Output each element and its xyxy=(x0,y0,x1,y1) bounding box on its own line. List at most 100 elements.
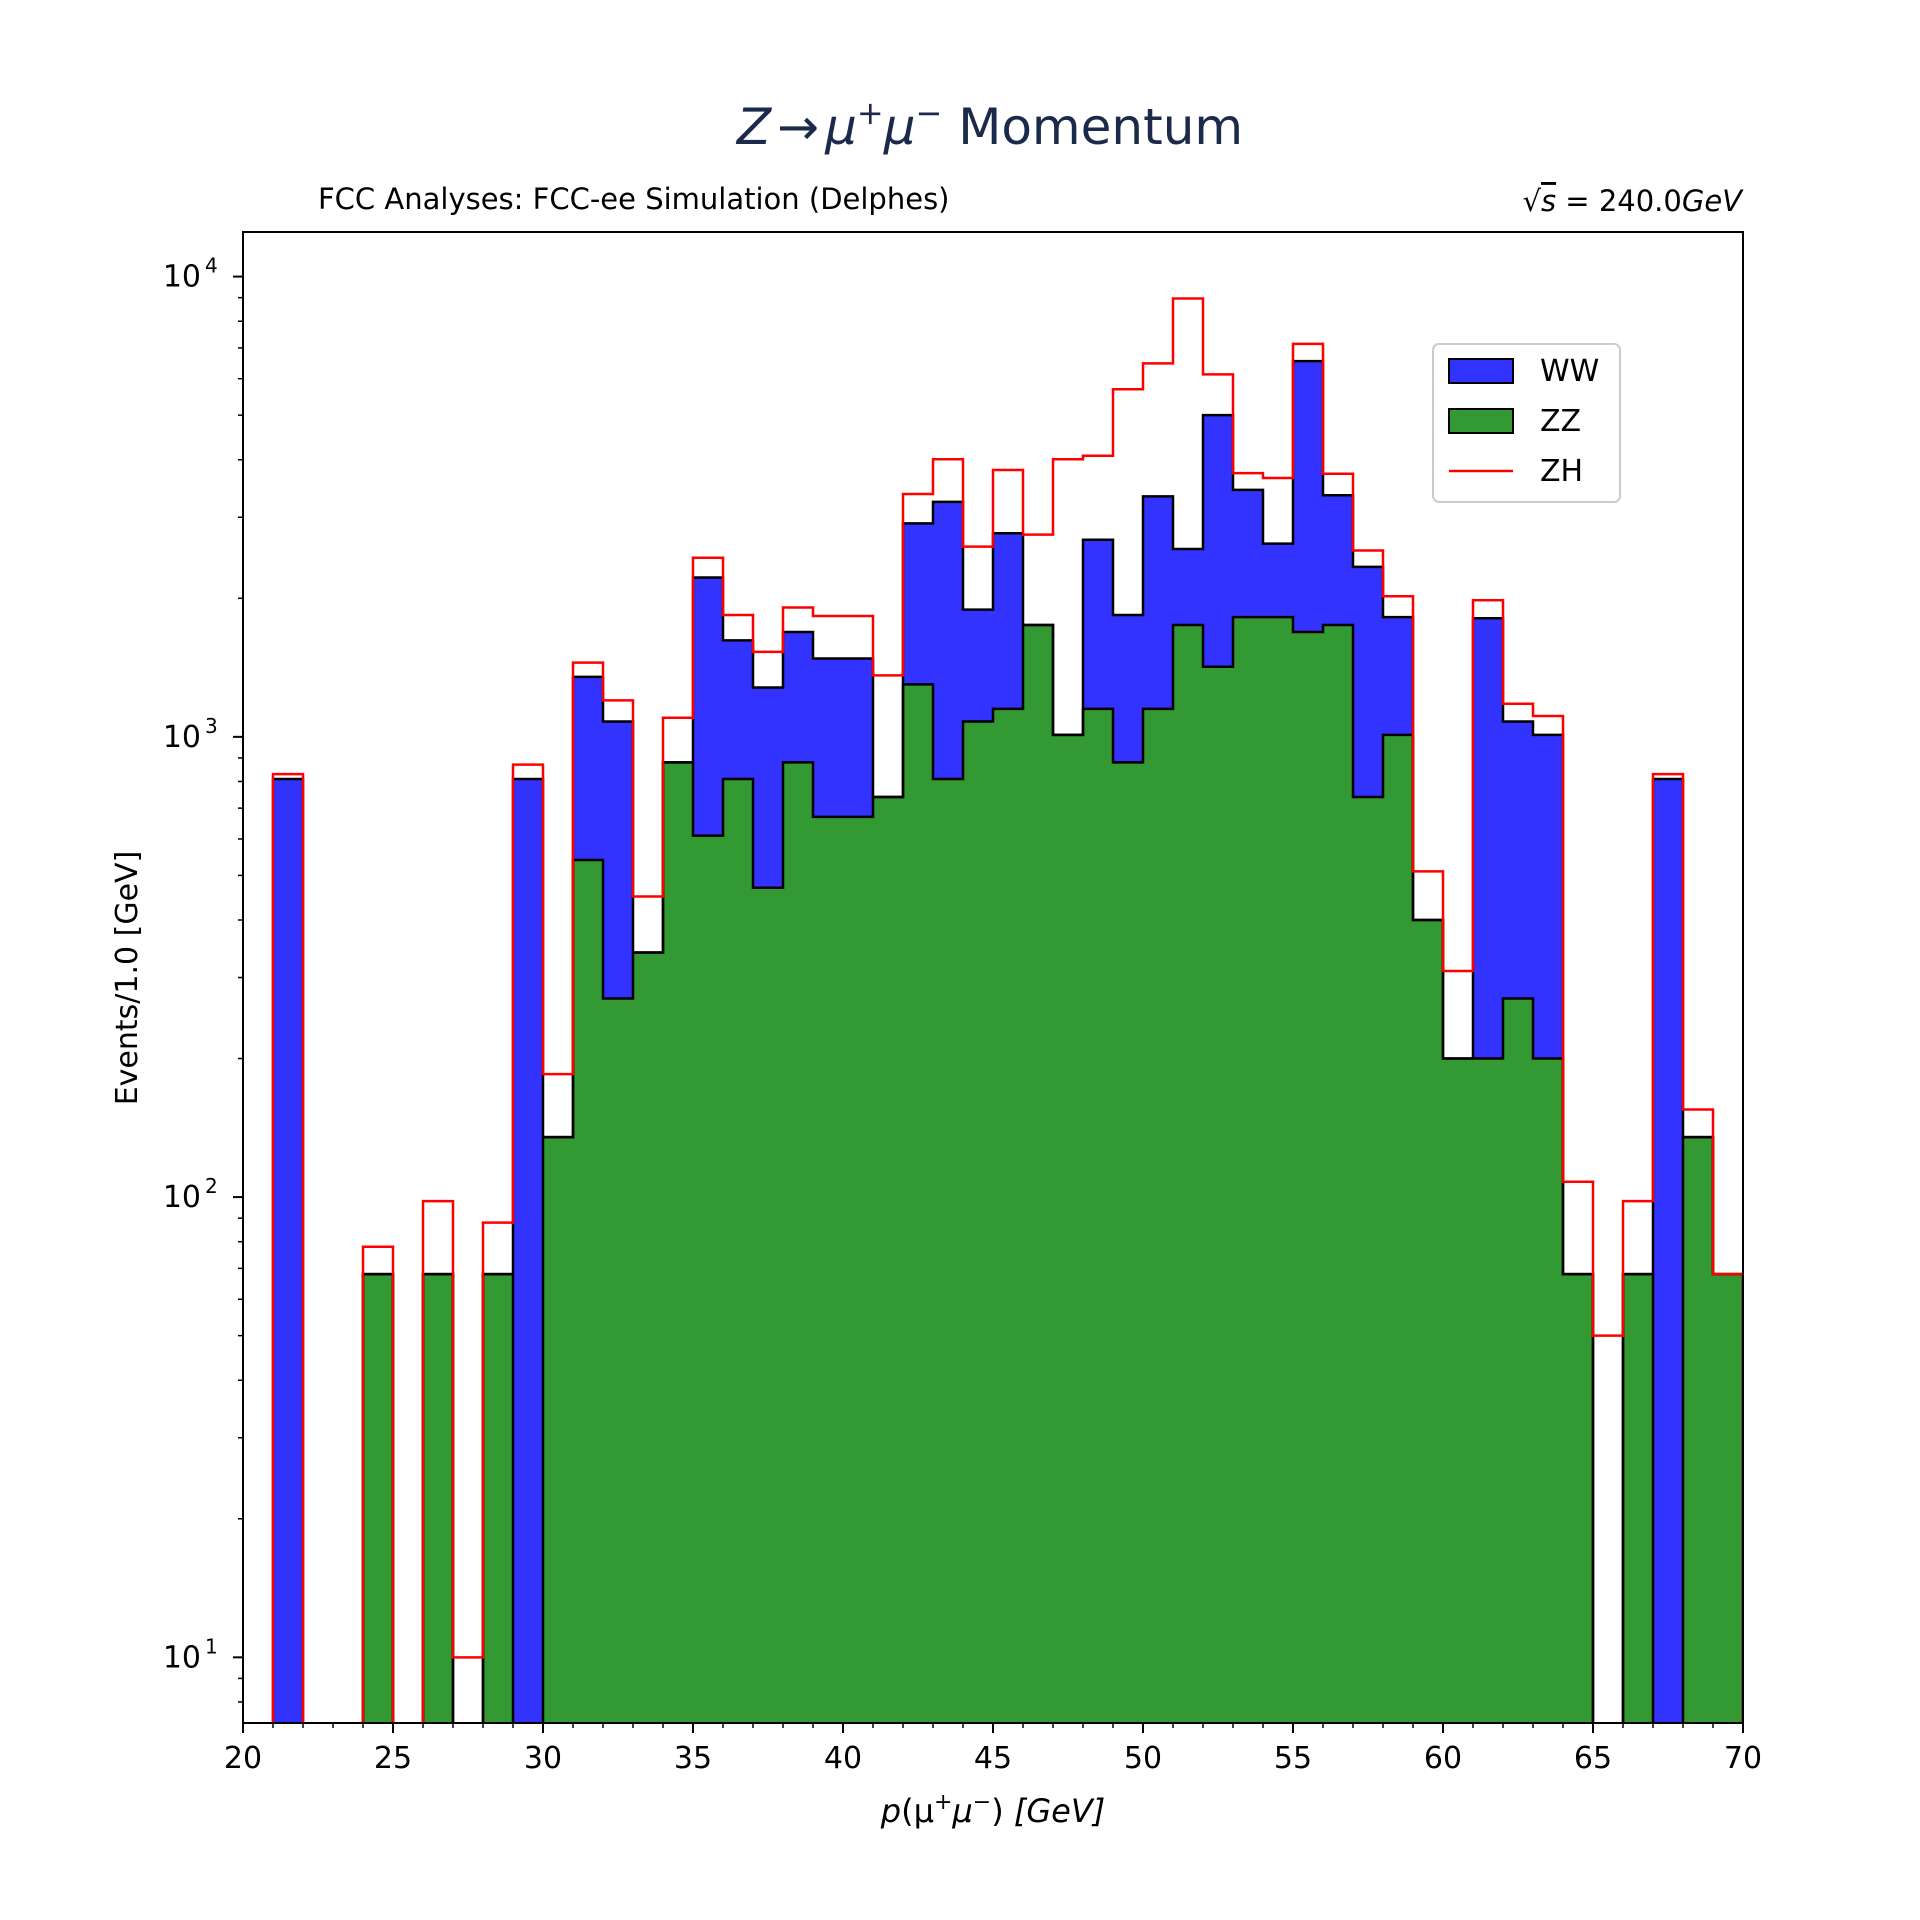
bar-ww-50 xyxy=(1143,496,1173,709)
bar-ww-67 xyxy=(1653,778,1683,1723)
bar-zz-54 xyxy=(1263,617,1293,1723)
bar-zz-69 xyxy=(1713,1274,1743,1723)
bar-zz-42 xyxy=(903,684,933,1723)
legend-label-ww: WW xyxy=(1540,354,1599,389)
bar-zz-53 xyxy=(1233,617,1263,1723)
bar-zz-35 xyxy=(693,835,723,1723)
bar-ww-63 xyxy=(1533,734,1563,1059)
bar-zz-36 xyxy=(723,778,753,1723)
outline-zh xyxy=(271,297,1743,1723)
y-axis-label: Events/1.0 [GeV] xyxy=(110,851,145,1106)
legend-label-zz: ZZ xyxy=(1540,404,1581,439)
bar-ww-51 xyxy=(1173,548,1203,625)
legend-swatch-zz xyxy=(1448,408,1514,434)
y-tick-label: 10 xyxy=(163,260,201,295)
x-tick-label: 50 xyxy=(1124,1741,1162,1776)
bar-zz-50 xyxy=(1143,708,1173,1723)
x-tick-label: 45 xyxy=(974,1741,1012,1776)
x-tick-label: 40 xyxy=(824,1741,862,1776)
x-tick-label: 35 xyxy=(674,1741,712,1776)
plot-frame xyxy=(242,231,1744,1724)
bar-zz-57 xyxy=(1353,797,1383,1723)
bar-ww-57 xyxy=(1353,566,1383,798)
bar-ww-48 xyxy=(1083,539,1113,709)
bar-zz-48 xyxy=(1083,708,1113,1723)
bar-zz-41 xyxy=(873,797,903,1723)
x-tick-label: 30 xyxy=(524,1741,562,1776)
chart-title: Z → μ+μ− Momentum xyxy=(735,94,1243,156)
bar-zz-59 xyxy=(1413,919,1443,1723)
x-tick-label: 25 xyxy=(374,1741,412,1776)
x-tick-label: 55 xyxy=(1274,1741,1312,1776)
y-tick-exponent: 4 xyxy=(205,254,218,278)
bar-ww-45 xyxy=(993,533,1023,709)
bar-ww-61 xyxy=(1473,618,1503,1059)
bar-ww-29 xyxy=(513,778,543,1723)
bar-zz-61 xyxy=(1473,1058,1503,1723)
x-tick-label: 70 xyxy=(1724,1741,1762,1776)
bar-ww-56 xyxy=(1323,495,1353,625)
bar-zz-60 xyxy=(1443,1058,1473,1723)
bar-zz-62 xyxy=(1503,998,1533,1723)
legend: WW ZZ ZH xyxy=(1432,343,1621,503)
histogram-bars xyxy=(273,361,1743,1723)
bar-ww-55 xyxy=(1293,361,1323,632)
bar-zz-24 xyxy=(363,1274,393,1723)
bar-ww-36 xyxy=(723,640,753,779)
bar-zz-28 xyxy=(483,1274,513,1723)
y-tick-label: 10 xyxy=(163,1640,201,1675)
x-tick-label: 60 xyxy=(1424,1741,1462,1776)
bar-ww-58 xyxy=(1383,617,1413,735)
bar-zz-51 xyxy=(1173,624,1203,1723)
x-tick-label: 65 xyxy=(1574,1741,1612,1776)
bar-ww-42 xyxy=(903,523,933,685)
bar-zz-52 xyxy=(1203,666,1233,1723)
bar-zz-64 xyxy=(1563,1274,1593,1723)
bar-zz-58 xyxy=(1383,734,1413,1723)
bar-zz-56 xyxy=(1323,624,1353,1723)
bar-zz-45 xyxy=(993,708,1023,1723)
bar-zz-47 xyxy=(1053,734,1083,1723)
y-tick-exponent: 3 xyxy=(205,714,218,738)
bar-ww-40 xyxy=(843,658,873,817)
bar-zz-38 xyxy=(783,762,813,1723)
bar-zz-32 xyxy=(603,998,633,1723)
bar-zz-26 xyxy=(423,1274,453,1723)
bar-ww-43 xyxy=(933,501,963,779)
bar-zz-66 xyxy=(1623,1274,1653,1723)
bar-ww-38 xyxy=(783,631,813,763)
bar-zz-34 xyxy=(663,762,693,1723)
y-tick-exponent: 2 xyxy=(205,1174,218,1198)
bar-ww-31 xyxy=(573,676,603,861)
subtitle-right: √s = 240.0GeV xyxy=(1522,184,1744,218)
bar-ww-35 xyxy=(693,577,723,836)
bar-ww-53 xyxy=(1233,489,1263,618)
bar-zz-55 xyxy=(1293,631,1323,1723)
legend-label-zh: ZH xyxy=(1540,454,1583,489)
bar-zz-39 xyxy=(813,816,843,1723)
bar-zz-43 xyxy=(933,778,963,1723)
bar-zz-63 xyxy=(1533,1058,1563,1723)
bar-ww-49 xyxy=(1113,614,1143,763)
legend-swatch-ww xyxy=(1448,358,1514,384)
bar-zz-68 xyxy=(1683,1137,1713,1723)
bar-ww-21 xyxy=(273,778,303,1723)
bar-zz-30 xyxy=(543,1137,573,1723)
bar-ww-32 xyxy=(603,721,633,999)
bar-zz-37 xyxy=(753,887,783,1723)
subtitle-left: FCC Analyses: FCC-ee Simulation (Delphes… xyxy=(318,182,950,216)
bar-ww-62 xyxy=(1503,721,1533,999)
bar-zz-33 xyxy=(633,952,663,1723)
y-tick-exponent: 1 xyxy=(205,1634,218,1658)
histogram-outlines xyxy=(271,297,1743,1723)
x-tick-label: 20 xyxy=(224,1741,262,1776)
y-tick-label: 10 xyxy=(163,720,201,755)
bar-zz-46 xyxy=(1023,624,1053,1723)
bar-ww-39 xyxy=(813,658,843,817)
y-tick-label: 10 xyxy=(163,1180,201,1215)
bar-ww-54 xyxy=(1263,543,1293,618)
bar-zz-44 xyxy=(963,721,993,1723)
bar-zz-31 xyxy=(573,860,603,1723)
bar-ww-44 xyxy=(963,609,993,722)
